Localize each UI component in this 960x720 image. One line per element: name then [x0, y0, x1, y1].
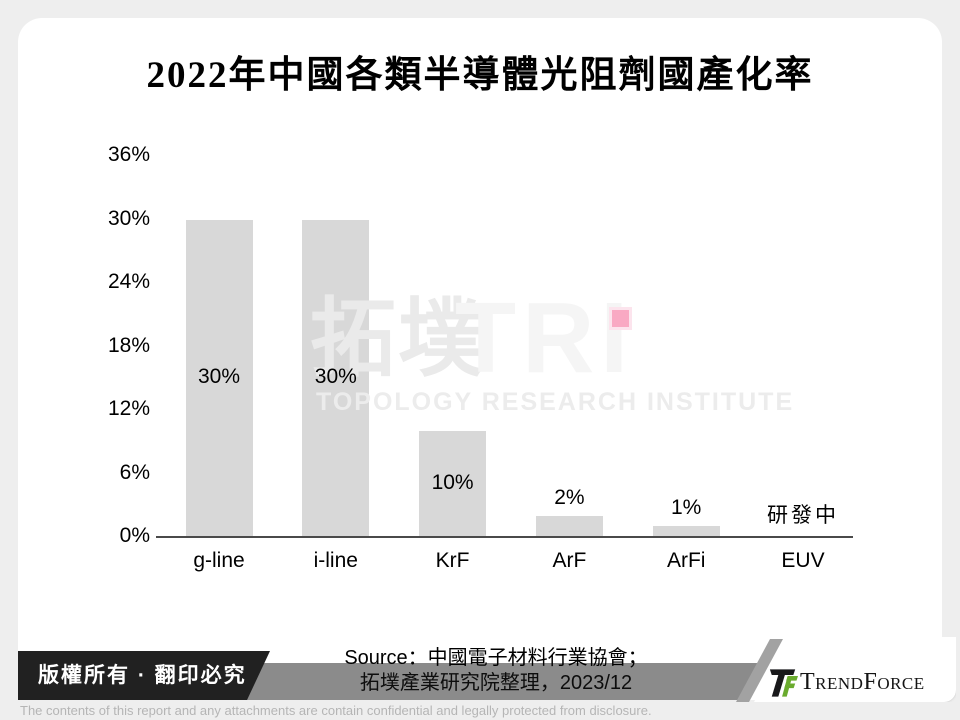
slide-canvas: [18, 18, 942, 700]
y-tick-label: 24%: [107, 270, 150, 293]
disclaimer-text: The contents of this report and any atta…: [20, 703, 652, 718]
y-tick-label: 18%: [107, 333, 150, 357]
y-tick-label: 0%: [119, 524, 150, 547]
bar-ArFi: [652, 526, 720, 537]
x-axis-label-ArFi: ArFi: [666, 549, 706, 572]
copyright-ribbon: 版權所有 · 翻印必究: [18, 651, 270, 700]
bar-value-label-ArFi: 1%: [671, 496, 702, 520]
trendforce-logo-plate: TRENDFORCE: [754, 637, 956, 702]
bar-i-line: [302, 219, 370, 537]
x-axis-label-ArF: ArF: [552, 549, 587, 572]
x-axis-label-KrF: KrF: [435, 549, 470, 572]
bar-value-label-KrF: 10%: [431, 471, 474, 495]
copyright-text: 版權所有 · 翻印必究: [38, 664, 247, 687]
x-axis-label-EUV: EUV: [781, 549, 825, 572]
watermark-subtitle: TOPOLOGY RESEARCH INSTITUTE: [316, 388, 795, 416]
bar-value-label-EUV: 研發中: [767, 504, 839, 527]
x-axis-label-g-line: g-line: [193, 549, 245, 572]
bar-value-label-i-line: 30%: [314, 365, 357, 389]
trendforce-wordmark: TRENDFORCE: [800, 669, 925, 695]
watermark-cjk: 拓墣: [310, 291, 486, 387]
y-tick-label: 30%: [107, 206, 150, 230]
x-axis-label-i-line: i-line: [313, 549, 358, 572]
bar-value-label-g-line: 30%: [197, 365, 241, 389]
pink-marker: [612, 310, 629, 327]
source-line-2: 拓墣產業研究院整理，2023/12: [359, 672, 633, 694]
watermark-latin: TRI: [455, 282, 635, 394]
source-line-1: Source：中國電子材料行業協會；: [344, 647, 648, 669]
bar-g-line: [185, 219, 253, 537]
bar-KrF: [419, 431, 487, 537]
x-axis-line: [156, 536, 853, 538]
chart-title: 2022年中國各類半導體光阻劑國產化率: [146, 55, 814, 96]
y-tick-label: 6%: [119, 460, 150, 484]
y-tick-label: 12%: [107, 397, 150, 420]
bar-value-label-ArF: 2%: [554, 485, 585, 509]
bar-ArF: [535, 515, 603, 537]
trendforce-icon: [769, 669, 798, 697]
y-tick-label: 36%: [107, 143, 150, 166]
